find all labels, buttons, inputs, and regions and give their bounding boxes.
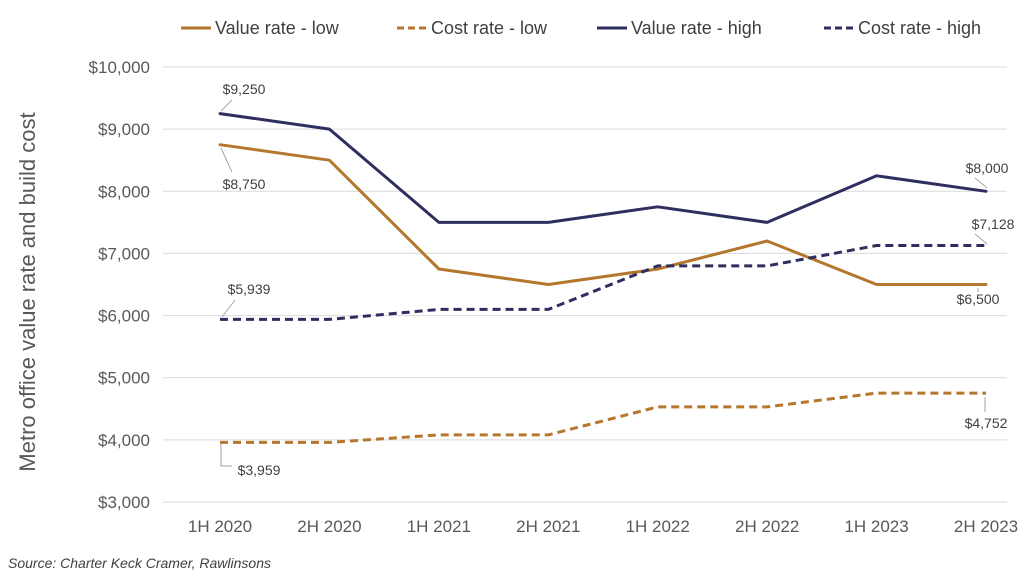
data-annotations: $9,250 $8,750 $5,939 $3,959 $8,000 $7,128 $6,5… (220, 81, 1015, 478)
source-note: Source: Charter Keck Cramer, Rawlinsons (8, 555, 271, 571)
y-axis-label: Metro office value rate and build cost (15, 112, 40, 471)
y-tick-label: $9,000 (98, 120, 150, 139)
x-tick-label: 2H 2022 (735, 517, 799, 536)
y-tick-label: $8,000 (98, 182, 150, 201)
legend-label: Value rate - high (631, 18, 762, 38)
annotation-label: $7,128 (972, 216, 1015, 232)
legend-label: Value rate - low (215, 18, 340, 38)
annotation-label: $3,959 (238, 462, 281, 478)
legend-label: Cost rate - high (858, 18, 981, 38)
x-tick-label: 2H 2020 (297, 517, 361, 536)
x-tick-label: 1H 2022 (626, 517, 690, 536)
annotation-label: $8,000 (966, 160, 1009, 176)
annotation-leader (221, 299, 236, 318)
annotation-leader (974, 177, 988, 189)
series-line-1 (220, 391, 986, 444)
y-tick-label: $5,000 (98, 369, 150, 388)
annotation-label: $9,250 (223, 81, 266, 97)
y-axis-ticks: $3,000 $4,000 $5,000 $6,000 $7,000 $8,000 $9,0… (89, 58, 150, 512)
annotation-leader (974, 233, 988, 245)
x-tick-label: 1H 2023 (844, 517, 908, 536)
y-tick-label: $3,000 (98, 493, 150, 512)
y-tick-label: $6,000 (98, 307, 150, 326)
series-line-0 (218, 143, 988, 286)
annotation-leader (220, 99, 233, 112)
legend-label: Cost rate - low (431, 18, 548, 38)
y-tick-label: $10,000 (89, 58, 150, 77)
x-tick-label: 1H 2020 (188, 517, 252, 536)
annotation-leader (220, 444, 232, 467)
x-tick-label: 1H 2021 (407, 517, 471, 536)
x-tick-label: 2H 2023 (954, 517, 1018, 536)
annotation-leader (220, 147, 233, 173)
x-tick-label: 2H 2021 (516, 517, 580, 536)
x-axis-ticks: 1H 2020 2H 2020 1H 2021 2H 2021 1H 2022 2H 20… (188, 517, 1018, 536)
series-line-2 (218, 112, 988, 224)
grid-lines (163, 66, 1007, 503)
legend: Value rate - low Cost rate - low Value rat… (181, 18, 981, 38)
series-lines (218, 112, 988, 444)
y-tick-label: $4,000 (98, 431, 150, 450)
y-tick-label: $7,000 (98, 244, 150, 263)
annotation-label: $6,500 (957, 291, 1000, 307)
annotation-label: $5,939 (228, 281, 271, 297)
annotation-label: $4,752 (965, 415, 1008, 431)
annotation-label: $8,750 (223, 176, 266, 192)
